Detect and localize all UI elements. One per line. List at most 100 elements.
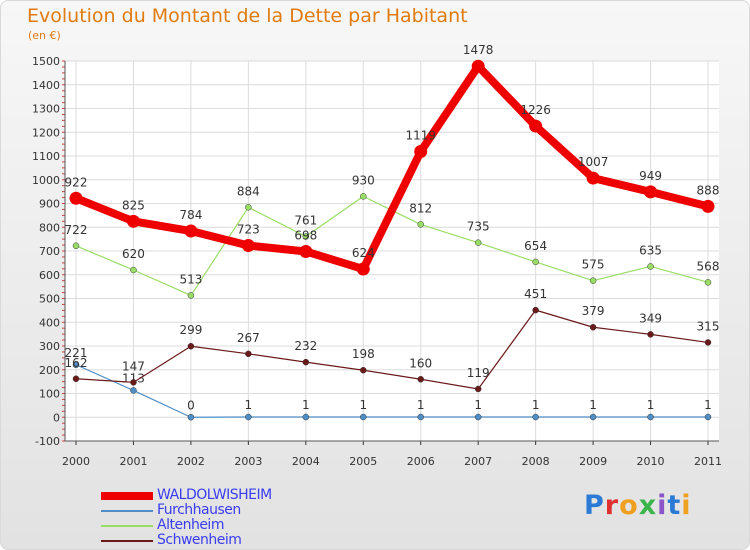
data-label: 575 [582, 258, 605, 272]
data-label: 160 [409, 356, 432, 370]
data-label: 698 [294, 228, 317, 242]
data-point [184, 224, 198, 238]
y-tick-label: 300 [39, 340, 60, 353]
legend-item: Schwenheim [101, 532, 361, 548]
data-point [130, 266, 137, 274]
data-label: 299 [179, 323, 202, 337]
data-label: 1 [589, 398, 597, 412]
data-point [647, 331, 654, 338]
data-label: 1 [647, 398, 655, 412]
data-point [241, 239, 255, 253]
data-label: 1007 [578, 155, 609, 169]
data-point [414, 144, 428, 158]
y-tick-label: 1400 [32, 79, 60, 92]
data-label: 513 [179, 272, 202, 286]
data-point [589, 323, 597, 331]
data-point [704, 413, 712, 421]
legend-swatch [101, 540, 153, 542]
data-point [302, 413, 310, 421]
logo-letter: o [619, 490, 639, 521]
data-label: 635 [639, 243, 662, 257]
x-tick-label: 2006 [407, 455, 435, 468]
y-tick-label: 1100 [32, 150, 60, 163]
legend-item: Furchhausen [101, 502, 361, 518]
x-tick-label: 2000 [62, 455, 90, 468]
logo-letter: r [604, 490, 620, 521]
data-point [130, 379, 137, 386]
data-label: 198 [352, 347, 375, 361]
data-label: 379 [582, 304, 605, 318]
data-point [417, 221, 424, 228]
data-point [187, 342, 195, 350]
data-label: 884 [237, 184, 260, 198]
data-point [126, 214, 140, 228]
data-label: 147 [122, 359, 145, 373]
data-point [589, 413, 597, 421]
data-label: 221 [65, 346, 88, 360]
data-point [474, 413, 482, 421]
legend-swatch [101, 510, 153, 512]
data-point [299, 244, 313, 258]
data-label: 1226 [520, 103, 551, 117]
logo-letter: i [681, 490, 692, 521]
data-label: 315 [697, 319, 720, 333]
data-point [704, 279, 712, 286]
data-label: 1119 [405, 128, 436, 142]
data-point [187, 414, 195, 421]
data-point [360, 413, 367, 421]
y-tick-label: 0 [53, 411, 60, 424]
legend-label: Furchhausen [157, 502, 241, 518]
data-label: 568 [697, 259, 720, 273]
data-point [245, 204, 252, 211]
data-point [69, 191, 83, 205]
data-label: 451 [524, 287, 547, 301]
data-point [417, 413, 424, 421]
data-point [72, 242, 80, 250]
data-label: 1 [417, 398, 425, 412]
chart-title: Evolution du Montant de la Dette par Hab… [27, 5, 468, 27]
data-label: 349 [639, 311, 662, 325]
logo-letter: t [667, 490, 682, 521]
x-tick-label: 2010 [637, 455, 665, 468]
data-label: 930 [352, 173, 375, 187]
data-label: 735 [467, 220, 490, 234]
x-tick-label: 2001 [119, 455, 147, 468]
data-label: 0 [187, 398, 195, 412]
legend-item: WALDOLWISHEIM [101, 487, 361, 503]
data-label: 949 [639, 169, 662, 183]
y-tick-label: 1200 [32, 126, 60, 139]
data-label: 722 [65, 223, 88, 237]
chart-subtitle: (en €) [28, 29, 61, 42]
data-point [474, 385, 482, 393]
data-label: 761 [294, 214, 317, 228]
data-label: 1478 [463, 43, 494, 57]
data-point [417, 376, 424, 383]
y-tick-label: 400 [39, 316, 60, 329]
logo-letter: x [638, 490, 658, 521]
data-label: 1 [359, 398, 367, 412]
y-tick-label: 1300 [32, 103, 60, 116]
data-label: 825 [122, 198, 145, 212]
series-line-furchhausen [75, 364, 709, 418]
y-tick-label: 800 [39, 221, 60, 234]
data-point [302, 358, 310, 366]
y-tick-label: 900 [39, 198, 60, 211]
data-label: 723 [237, 223, 260, 237]
data-point [586, 171, 600, 185]
data-label: 1 [704, 398, 712, 412]
data-point [72, 375, 80, 383]
data-point [245, 350, 252, 358]
y-tick-label: 1500 [32, 55, 60, 68]
data-point [474, 239, 482, 246]
data-point [130, 387, 137, 394]
data-point [302, 233, 310, 240]
y-tick-label: -100 [35, 435, 60, 448]
y-tick-label: 500 [39, 293, 60, 306]
legend-swatch [101, 525, 153, 527]
legend-item: Altenheim [101, 517, 361, 533]
data-label: 1 [532, 398, 540, 412]
data-point [360, 366, 367, 374]
data-label: 1 [302, 398, 310, 412]
